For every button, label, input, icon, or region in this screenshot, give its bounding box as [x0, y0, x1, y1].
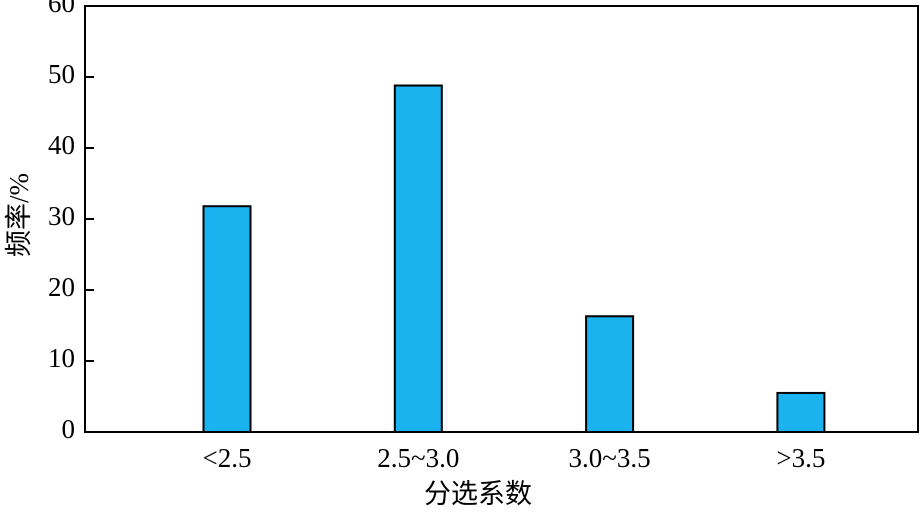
y-tick-label: 30 [48, 201, 75, 231]
bar [776, 391, 826, 434]
x-tick-label: <2.5 [203, 443, 252, 473]
bar [585, 315, 635, 433]
bar [393, 84, 443, 434]
bar [202, 205, 252, 433]
y-tick-label: 10 [48, 343, 75, 373]
x-tick-label: >3.5 [776, 443, 825, 473]
y-tick-label: 50 [48, 59, 75, 89]
y-tick-label: 20 [48, 272, 75, 302]
y-tick-label: 60 [48, 0, 75, 18]
x-axis-label: 分选系数 [424, 479, 532, 509]
x-tick-label: 2.5~3.0 [377, 443, 459, 473]
y-tick-label: 40 [48, 130, 75, 160]
y-axis-label: 频率/% [4, 173, 34, 257]
y-tick-label: 0 [62, 414, 76, 444]
x-tick-label: 3.0~3.5 [569, 443, 651, 473]
